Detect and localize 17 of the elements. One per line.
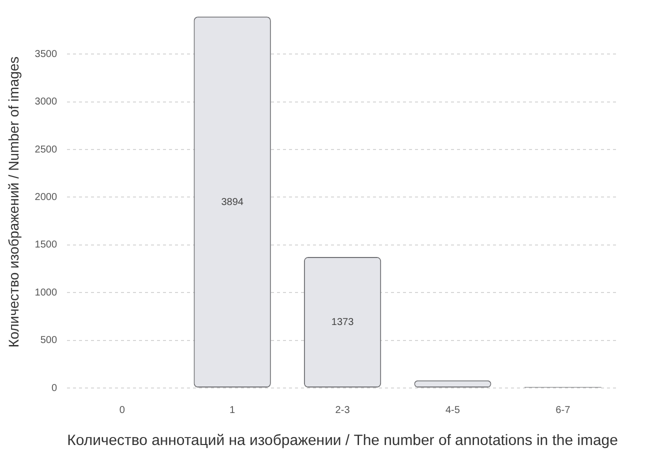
y-tick-label: 1500 [34,240,58,251]
y-tick-label: 3500 [34,48,58,60]
x-tick-label: 4-5 [445,404,460,416]
x-tick-label: 2-3 [335,404,350,416]
y-tick-label: 2000 [34,192,58,203]
y-axis-title: Количество изображений / Number of images [5,56,22,348]
y-tick-label: 0 [51,382,58,394]
data-label: 3894 [221,196,244,208]
y-tick-label: 2500 [34,144,58,156]
x-axis-title: Количество аннотаций на изображении / The number of annotations in the image [67,432,618,450]
y-tick-label: 3000 [34,96,58,108]
data-label: 1373 [331,317,354,328]
y-tick-label: 1000 [34,287,58,298]
y-tick-label: 500 [40,335,58,346]
x-tick-label: 0 [119,404,126,416]
x-tick-label: 1 [230,404,236,416]
x-tick-label: 6-7 [556,404,571,416]
